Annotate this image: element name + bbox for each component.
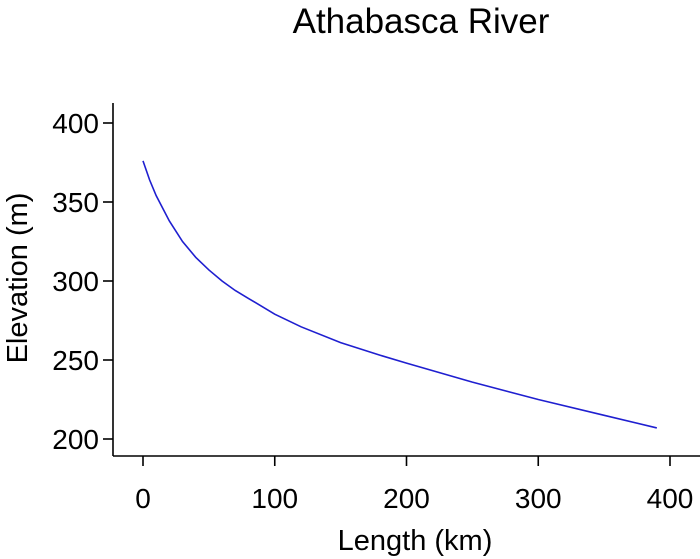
y-axis-label: Elevation (m) xyxy=(2,193,34,364)
series-line xyxy=(142,160,658,429)
y-tick-label: 250 xyxy=(52,345,99,376)
y-ticks: 200 250 300 350 400 xyxy=(52,108,113,455)
y-tick-label: 200 xyxy=(52,424,99,455)
x-tick-label: 200 xyxy=(383,483,430,514)
x-tick-label: 300 xyxy=(515,483,562,514)
axes xyxy=(112,103,700,457)
x-axis-label: Length (km) xyxy=(338,525,493,557)
x-tick-label: 400 xyxy=(647,483,694,514)
chart-title: Athabasca River xyxy=(293,2,550,41)
y-tick-label: 400 xyxy=(52,108,99,139)
series-group xyxy=(142,160,658,429)
x-tick-label: 0 xyxy=(135,483,151,514)
y-tick-label: 300 xyxy=(52,266,99,297)
x-tick-label: 100 xyxy=(251,483,298,514)
y-tick-label: 350 xyxy=(52,187,99,218)
x-ticks: 0 100 200 300 400 xyxy=(135,456,693,514)
